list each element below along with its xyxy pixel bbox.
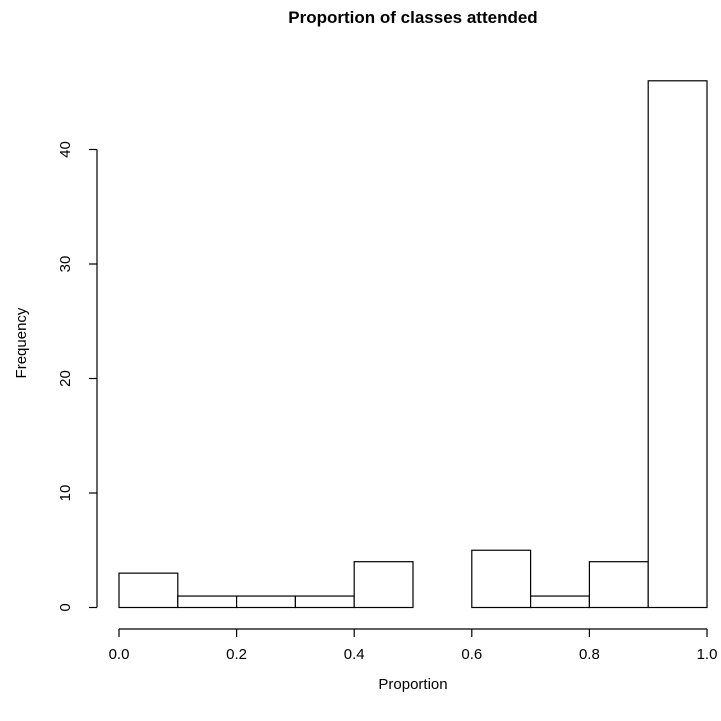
x-axis-ticks: 0.0 0.2 0.4 0.6 0.8 1.0 bbox=[109, 629, 718, 663]
y-axis-label: Frequency bbox=[13, 307, 30, 378]
y-tick-label: 10 bbox=[57, 485, 74, 502]
x-tick-label: 0.4 bbox=[344, 646, 365, 663]
y-tick-label: 0 bbox=[57, 603, 74, 611]
x-tick-label: 0.0 bbox=[109, 646, 130, 663]
histogram-bar-8 bbox=[529, 595, 590, 609]
histogram-bar-2 bbox=[177, 595, 238, 609]
histogram-bar-4 bbox=[294, 595, 355, 609]
x-tick-label: 0.2 bbox=[226, 646, 247, 663]
bars-group bbox=[118, 80, 708, 609]
histogram-bar-5 bbox=[353, 561, 414, 609]
histogram-bar-10 bbox=[647, 80, 708, 609]
histogram-bar-3 bbox=[236, 595, 297, 609]
y-tick-label: 30 bbox=[57, 256, 74, 273]
x-tick-label: 1.0 bbox=[697, 646, 718, 663]
histogram-bar-9 bbox=[588, 561, 649, 609]
histogram-bar-7 bbox=[471, 549, 532, 609]
histogram-bar-1 bbox=[118, 572, 179, 609]
y-tick-label: 40 bbox=[57, 141, 74, 158]
y-axis-ticks: 0 10 20 30 40 bbox=[57, 141, 97, 612]
y-tick-label: 20 bbox=[57, 370, 74, 387]
x-axis-label: Proportion bbox=[378, 676, 447, 693]
chart-title: Proportion of classes attended bbox=[288, 8, 537, 27]
x-tick-label: 0.8 bbox=[579, 646, 600, 663]
x-tick-label: 0.6 bbox=[461, 646, 482, 663]
